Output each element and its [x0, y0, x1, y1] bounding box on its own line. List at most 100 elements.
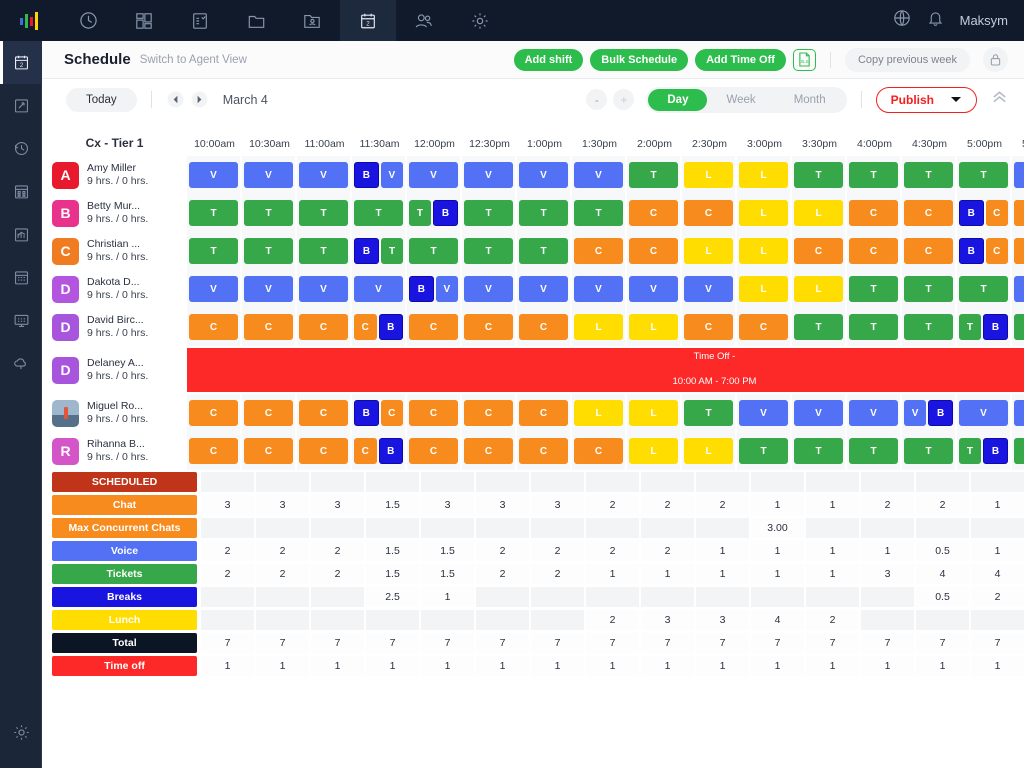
shift-slot[interactable]: V — [462, 156, 517, 194]
shift-block-L[interactable]: L — [629, 438, 678, 464]
summary-label-max-concurrent-chats[interactable]: Max Concurrent Chats — [52, 517, 197, 538]
shift-block-V[interactable]: V — [1014, 276, 1024, 302]
shift-block-V[interactable]: V — [464, 162, 513, 188]
shift-block-B[interactable]: B — [982, 438, 1008, 464]
shift-block-C[interactable]: C — [409, 438, 458, 464]
shift-block-L[interactable]: L — [794, 200, 843, 226]
shift-block-T[interactable]: T — [904, 438, 953, 464]
shift-slot[interactable]: V — [572, 270, 627, 308]
sidebar-item-forecast[interactable] — [0, 170, 42, 213]
shift-slot[interactable]: C — [682, 308, 737, 346]
shift-block-C[interactable]: C — [244, 438, 293, 464]
copy-previous-week-button[interactable]: Copy previous week — [844, 47, 970, 72]
shift-block-C[interactable]: C — [684, 200, 733, 226]
shift-slot[interactable]: C — [1012, 232, 1024, 270]
shift-block-C[interactable]: C — [985, 200, 1008, 226]
shift-block-T[interactable]: T — [299, 200, 348, 226]
shift-slot[interactable]: T — [297, 232, 352, 270]
shift-slot[interactable]: C — [737, 308, 792, 346]
switch-to-agent-view-link[interactable]: Switch to Agent View — [139, 53, 247, 66]
shift-block-V[interactable]: V — [849, 400, 898, 426]
shift-block-C[interactable]: C — [739, 314, 788, 340]
shift-block-T[interactable]: T — [244, 238, 293, 264]
shift-block-T[interactable]: T — [794, 438, 843, 464]
shift-slot[interactable]: T — [957, 270, 1012, 308]
shift-block-T[interactable]: T — [849, 276, 898, 302]
shift-slot[interactable]: V — [352, 270, 407, 308]
bulk-schedule-button[interactable]: Bulk Schedule — [590, 48, 689, 71]
shift-block-V[interactable]: V — [794, 400, 843, 426]
shift-slot[interactable]: T — [737, 432, 792, 470]
shift-block-V[interactable]: V — [1014, 400, 1024, 426]
shift-block-V[interactable]: V — [435, 276, 458, 302]
shift-block-C[interactable]: C — [629, 200, 678, 226]
shift-slot[interactable]: T — [902, 270, 957, 308]
shift-slot[interactable]: T — [902, 156, 957, 194]
shift-block-V[interactable]: V — [629, 276, 678, 302]
shift-slot[interactable]: T — [297, 194, 352, 232]
shift-slot[interactable]: V — [957, 394, 1012, 432]
shift-slot[interactable]: T — [792, 156, 847, 194]
shift-block-V[interactable]: V — [299, 276, 348, 302]
tab-day[interactable]: Day — [648, 88, 708, 111]
shift-slot[interactable]: V — [187, 156, 242, 194]
shift-slot[interactable]: C — [462, 394, 517, 432]
shift-slot[interactable]: L — [792, 270, 847, 308]
shift-block-T[interactable]: T — [739, 438, 788, 464]
shift-block-C[interactable]: C — [189, 400, 238, 426]
shift-slot[interactable]: V — [682, 270, 737, 308]
app-logo-icon[interactable] — [0, 0, 60, 41]
shift-slot[interactable]: C — [462, 432, 517, 470]
shift-block-T[interactable]: T — [354, 200, 403, 226]
zoom-out-button[interactable]: - — [586, 89, 608, 110]
agent-name-cell[interactable]: C Christian ... 9 hrs. / 0 hrs. — [42, 237, 187, 265]
shift-block-C[interactable]: C — [574, 238, 623, 264]
shift-block-C[interactable]: C — [354, 314, 377, 340]
shift-block-T[interactable]: T — [519, 238, 568, 264]
shift-block-V[interactable]: V — [189, 276, 238, 302]
shift-block-T[interactable]: T — [959, 438, 981, 464]
shift-block-T[interactable]: T — [519, 200, 568, 226]
shift-block-L[interactable]: L — [574, 314, 623, 340]
shift-block-V[interactable]: V — [519, 162, 568, 188]
agent-name-cell[interactable]: Miguel Ro... 9 hrs. / 0 hrs. — [42, 399, 187, 427]
shift-slot[interactable]: T — [682, 394, 737, 432]
shift-slot[interactable]: T — [242, 194, 297, 232]
shift-block-L[interactable]: L — [739, 276, 788, 302]
shift-slot[interactable]: L — [737, 232, 792, 270]
shift-slot[interactable]: C — [792, 232, 847, 270]
shift-slot[interactable]: T — [1012, 308, 1024, 346]
shift-block-T[interactable]: T — [629, 162, 678, 188]
shift-block-T[interactable]: T — [959, 314, 981, 340]
shift-block-B[interactable]: B — [378, 314, 403, 340]
summary-label-breaks[interactable]: Breaks — [52, 586, 197, 607]
shift-slot[interactable]: C — [517, 308, 572, 346]
shift-block-B[interactable]: B — [982, 314, 1008, 340]
shift-slot[interactable]: V — [737, 394, 792, 432]
shift-slot[interactable]: L — [682, 432, 737, 470]
shift-block-T[interactable]: T — [299, 238, 348, 264]
shift-block-C[interactable]: C — [299, 438, 348, 464]
shift-slot[interactable]: L — [572, 308, 627, 346]
shift-block-C[interactable]: C — [299, 400, 348, 426]
shift-slot[interactable]: V — [242, 270, 297, 308]
shift-slot[interactable]: V — [572, 156, 627, 194]
shift-slot[interactable]: T — [847, 156, 902, 194]
shift-block-C[interactable]: C — [684, 314, 733, 340]
shift-slot[interactable]: L — [627, 432, 682, 470]
shift-slot[interactable]: T — [627, 156, 682, 194]
sidebar-item-time-tracking[interactable] — [0, 127, 42, 170]
summary-label-chat[interactable]: Chat — [52, 494, 197, 515]
next-day-button[interactable] — [190, 90, 209, 109]
shift-block-V[interactable]: V — [189, 162, 238, 188]
shift-block-T[interactable]: T — [1014, 438, 1024, 464]
shift-slot[interactable]: V — [792, 394, 847, 432]
shift-slot[interactable]: L — [627, 394, 682, 432]
shift-block-C[interactable]: C — [574, 438, 623, 464]
schedule-grid[interactable]: Cx - Tier 1 10:00am 10:30am 11:00am 11:30am… — [42, 120, 1024, 768]
nav-people-icon[interactable] — [396, 0, 452, 41]
shift-block-B[interactable]: B — [354, 238, 380, 264]
